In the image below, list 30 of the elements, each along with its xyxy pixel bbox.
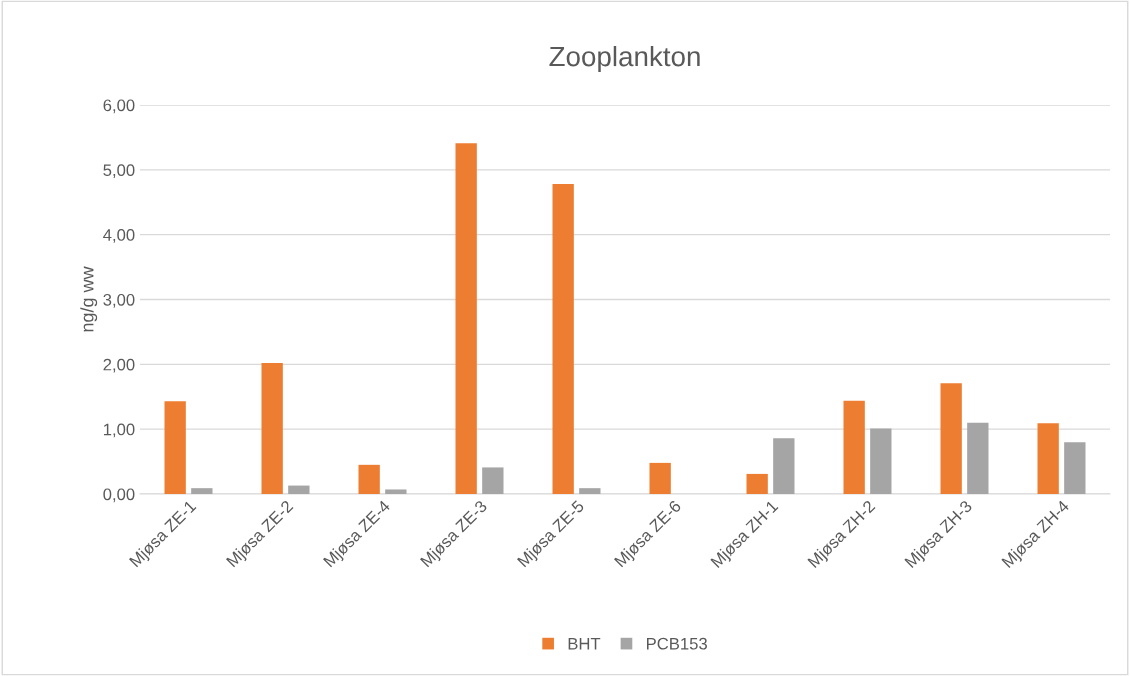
legend-label: PCB153 bbox=[647, 637, 707, 650]
bar bbox=[579, 488, 601, 494]
bar bbox=[843, 400, 865, 494]
bar bbox=[358, 464, 380, 494]
bar bbox=[261, 363, 283, 494]
bar bbox=[164, 401, 186, 494]
y-tick-label: 4,00 bbox=[103, 229, 135, 243]
bar bbox=[455, 143, 477, 494]
y-tick-label: 1,00 bbox=[103, 423, 135, 438]
legend-label: BHT bbox=[568, 637, 601, 650]
bar bbox=[773, 438, 795, 494]
chart-title: Zooplankton bbox=[549, 45, 700, 72]
y-tick-label: 0,00 bbox=[103, 488, 135, 503]
y-tick-label: 2,00 bbox=[103, 358, 135, 373]
y-tick-label: 6,00 bbox=[103, 99, 135, 114]
bar bbox=[385, 489, 407, 494]
y-tick-label: 3,00 bbox=[103, 293, 135, 308]
bar bbox=[552, 184, 574, 494]
bar bbox=[870, 428, 892, 494]
bar bbox=[649, 462, 671, 494]
y-tick-label: 5,00 bbox=[103, 164, 135, 179]
bar bbox=[1064, 442, 1086, 494]
bar bbox=[1037, 423, 1059, 494]
bar bbox=[482, 467, 504, 494]
bar bbox=[288, 485, 310, 494]
bar bbox=[967, 422, 989, 494]
bar bbox=[191, 488, 213, 494]
bar bbox=[940, 383, 962, 494]
y-axis-title: ng/g ww bbox=[80, 266, 98, 332]
bar bbox=[746, 473, 768, 494]
